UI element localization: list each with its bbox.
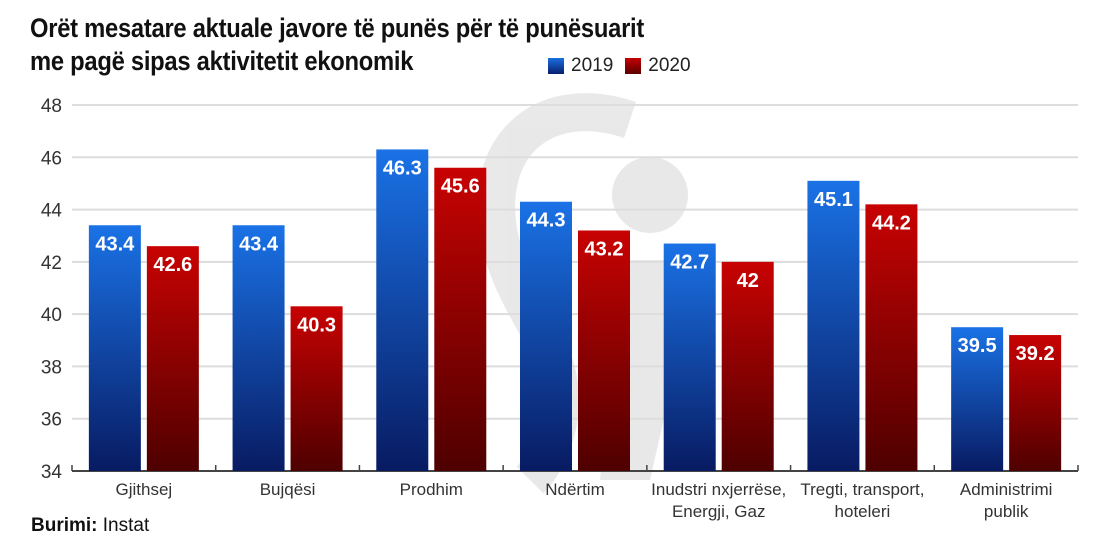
x-tick-label: Bujqësi [260,480,316,499]
bar-2019-3 [520,201,572,471]
bar-2019-5 [807,180,860,472]
bar-2020-6 [1009,335,1062,471]
y-tick-label: 36 [41,410,62,431]
data-label-2020: 43.2 [585,238,624,260]
data-label-2019: 45.1 [814,189,853,211]
y-tick-label: 44 [41,201,63,222]
bar-2020-3 [578,230,630,471]
y-tick-label: 46 [41,148,62,169]
source-label: Burimi: [31,515,98,536]
bar-2019-4 [663,243,716,471]
bar-2019-2 [376,149,429,471]
bar-2020-5 [865,204,918,472]
bar-2020-0 [146,246,199,471]
y-tick-label: 42 [41,253,62,274]
data-label-2020: 45.6 [441,176,480,198]
legend: 2019 2020 [548,55,703,77]
chart-title-line2: me pagë sipas aktivitetit ekonomik [30,46,414,76]
data-label-2020: 40.3 [297,314,336,336]
bar-2020-1 [290,306,343,471]
chart-title-line1: Orët mesatare aktuale javore të punës pë… [30,13,645,43]
data-label-2019: 43.4 [95,233,135,255]
bar-2019-0 [88,225,141,471]
legend-swatch-2020 [625,58,642,74]
source-note: Burimi: Instat [31,515,149,537]
x-tick-label: Inudstri nxjerrëse, [651,480,786,499]
data-label-2019: 43.4 [239,233,279,255]
y-tick-label: 38 [41,357,62,378]
x-tick-label: Tregti, transport, [800,480,924,499]
data-label-2020: 39.2 [1016,343,1055,365]
legend-swatch-2019 [548,58,564,74]
y-tick-label: 48 [41,96,62,117]
bar-2019-1 [232,225,285,471]
y-tick-label: 40 [41,305,62,326]
x-tick-label: hoteleri [835,502,891,521]
x-tick-label: Energji, Gaz [672,502,766,521]
data-label-2020: 44.2 [872,212,911,234]
data-label-2020: 42 [737,270,759,292]
data-label-2020: 42.6 [153,254,192,276]
source-value: Instat [102,515,150,536]
legend-label-2020: 2020 [648,55,691,76]
data-label-2019: 44.3 [527,210,566,232]
y-tick-label: 34 [41,462,63,483]
data-label-2019: 39.5 [958,335,997,357]
bar-2019-6 [951,327,1004,471]
bar-2020-4 [721,261,774,471]
x-tick-label: Prodhim [400,480,463,499]
legend-label-2019: 2019 [571,55,614,76]
legend-item-2019: 2019 [548,55,613,77]
bar-2020-2 [434,167,487,471]
x-tick-label: Administrimi [960,480,1053,499]
data-label-2019: 46.3 [383,157,422,179]
chart-title: Orët mesatare aktuale javore të punës pë… [30,12,644,78]
x-tick-label: Ndërtim [545,480,605,499]
x-tick-label: Gjithsej [116,480,173,499]
legend-item-2020: 2020 [625,55,691,77]
data-label-2019: 42.7 [670,252,709,274]
x-tick-label: publik [984,502,1029,521]
